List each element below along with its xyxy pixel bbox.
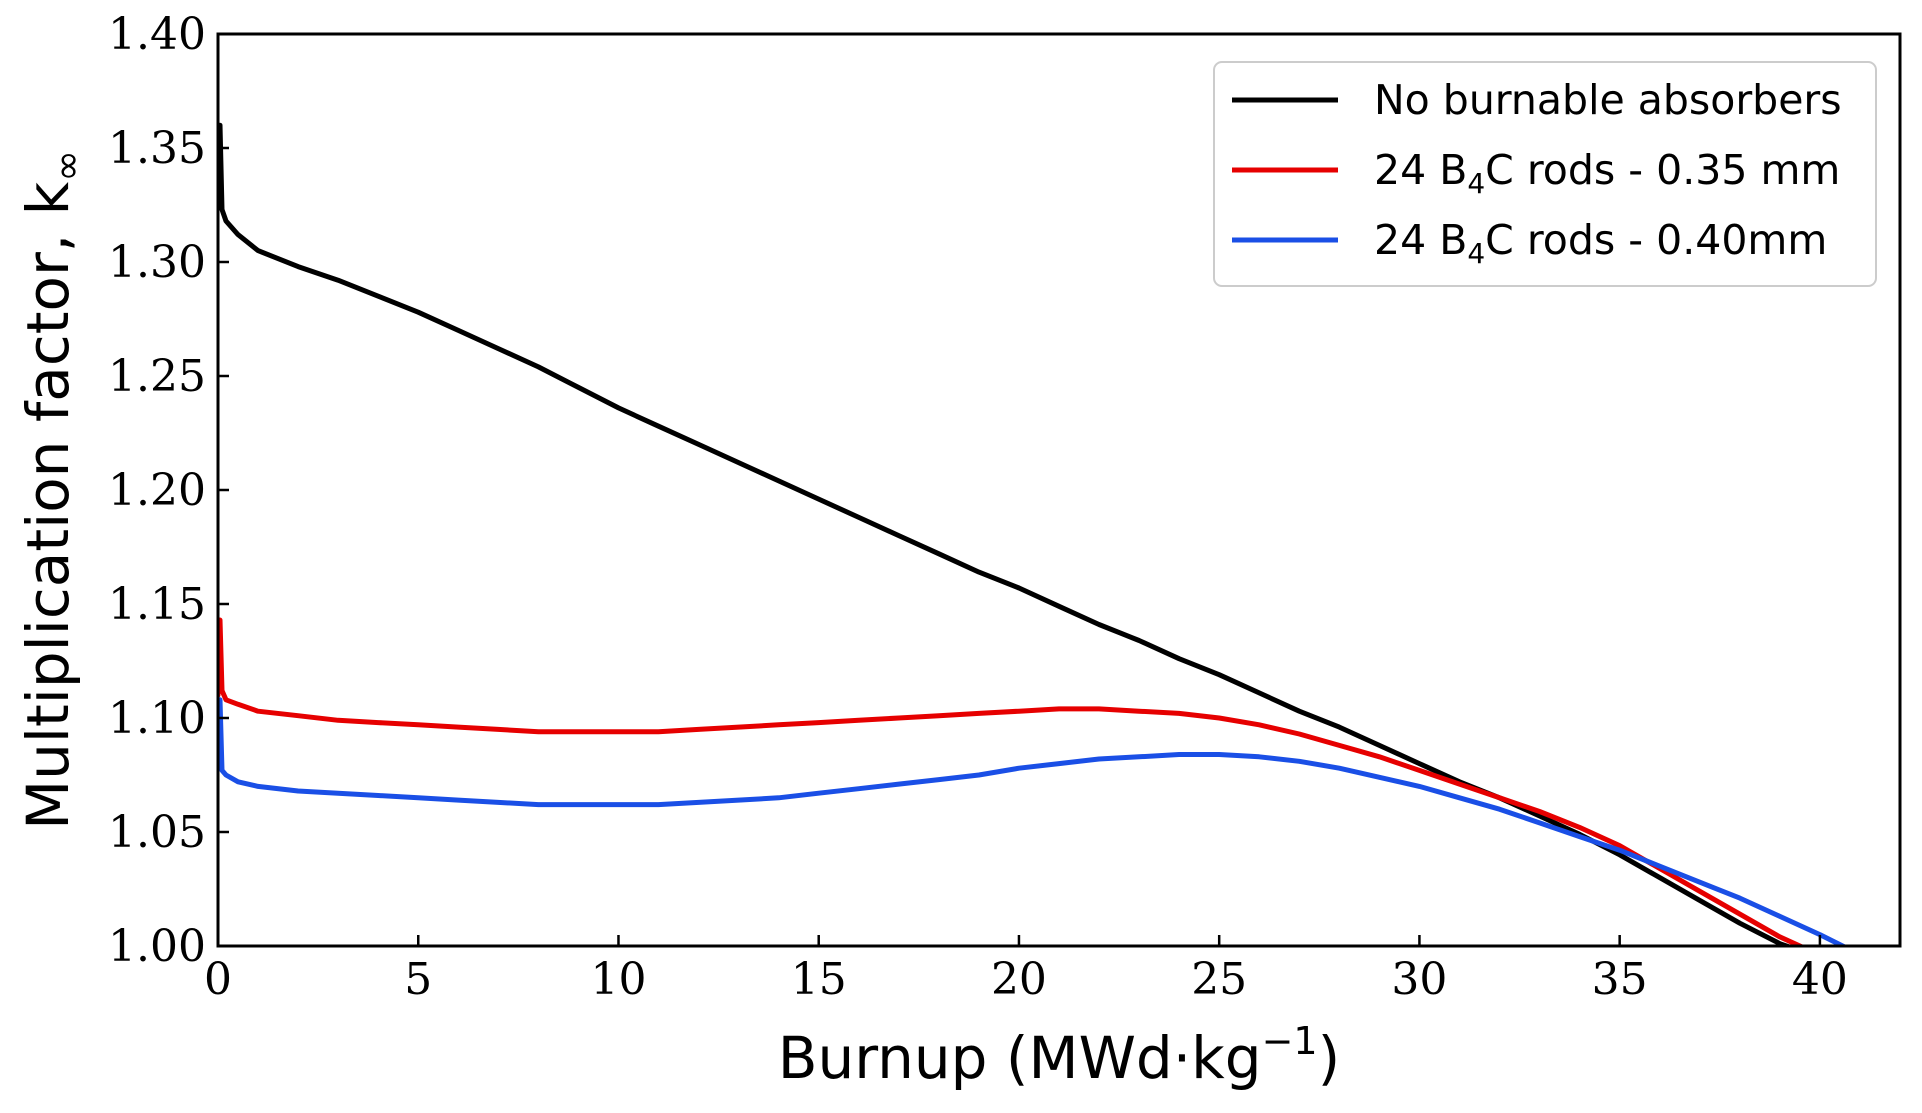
x-tick-label: 10 — [590, 954, 646, 1005]
y-tick-label: 1.05 — [108, 807, 206, 858]
x-tick-label: 30 — [1391, 954, 1447, 1005]
x-tick-label: 35 — [1592, 954, 1648, 1005]
x-tick-label: 40 — [1792, 954, 1848, 1005]
series-line-2 — [218, 617, 1806, 946]
y-tick-label: 1.15 — [108, 579, 206, 630]
y-tick-label: 1.00 — [108, 921, 206, 972]
x-tick-label: 5 — [404, 954, 432, 1005]
legend-label-1: No burnable absorbers — [1374, 76, 1842, 124]
legend-box — [1213, 61, 1877, 287]
y-tick-label: 1.40 — [108, 9, 206, 60]
y-tick-label: 1.10 — [108, 693, 206, 744]
ticks-layer: 0 5 10 15 20 25 30 35 40 1.00 1.05 1.10 1.15 1.20 1.25… — [108, 9, 1848, 1005]
legend: No burnable absorbers 24 B4C rods - 0.35 … — [1213, 61, 1877, 287]
y-tick-label: 1.25 — [108, 351, 206, 402]
series-layer — [218, 122, 1849, 946]
x-tick-label: 20 — [991, 954, 1047, 1005]
x-tick-label: 15 — [791, 954, 847, 1005]
legend-label-2: 24 B4C rods - 0.35 mm — [1374, 146, 1840, 200]
x-tick-label: 0 — [204, 954, 232, 1005]
series-line-1 — [218, 122, 1795, 946]
x-axis-label: Burnup (MWd·kg−1) — [778, 1019, 1341, 1092]
series-line-3 — [218, 697, 1849, 946]
y-tick-label: 1.35 — [108, 123, 206, 174]
y-axis-label: Multiplication factor, k∞ — [14, 150, 89, 830]
legend-label-3: 24 B4C rods - 0.40mm — [1374, 216, 1827, 270]
y-tick-label: 1.30 — [108, 237, 206, 288]
x-tick-label: 25 — [1191, 954, 1247, 1005]
legend-items: No burnable absorbers 24 B4C rods - 0.35 … — [1232, 76, 1842, 270]
y-tick-label: 1.20 — [108, 465, 206, 516]
